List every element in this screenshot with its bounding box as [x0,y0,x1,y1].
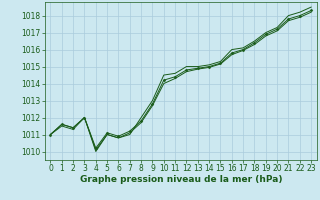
X-axis label: Graphe pression niveau de la mer (hPa): Graphe pression niveau de la mer (hPa) [80,175,282,184]
